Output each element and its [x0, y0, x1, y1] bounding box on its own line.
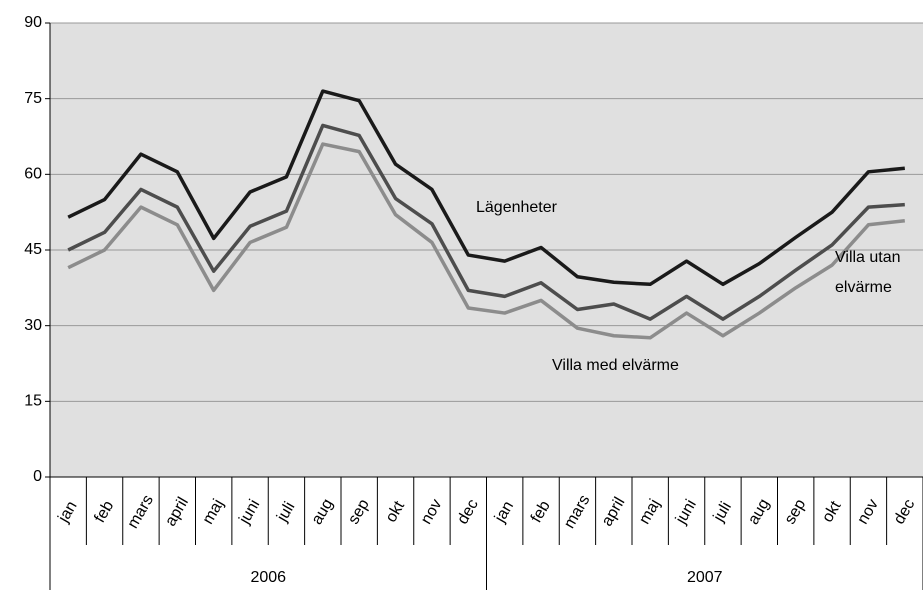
x-tick-label: aug — [309, 496, 337, 528]
x-tick-label: dec — [454, 496, 482, 527]
x-tick-label: april — [162, 495, 192, 530]
x-tick-label: jan — [55, 498, 81, 526]
series-line — [67, 89, 905, 287]
x-tick-label: nov — [854, 496, 882, 527]
y-tick-label: 15 — [24, 393, 42, 410]
y-tick-label: 45 — [24, 241, 42, 258]
x-tick-label: okt — [819, 498, 845, 525]
x-tick-label: april — [599, 495, 629, 530]
y-tick-label: 0 — [33, 468, 42, 485]
x-tick-label: juni — [236, 497, 264, 528]
x-tick-label: maj — [636, 496, 664, 527]
series-annotation: Villa med elvärme — [552, 357, 679, 374]
year-label: 2006 — [250, 569, 286, 586]
year-label: 2007 — [687, 569, 723, 586]
x-tick-label: nov — [418, 496, 446, 527]
lines — [67, 89, 906, 340]
x-tick-label: feb — [528, 498, 554, 526]
x-tick-label: mars — [561, 492, 594, 531]
x-tick-label: sep — [345, 496, 373, 527]
x-tick-label: juni — [672, 497, 700, 528]
x-tick-label: aug — [745, 496, 773, 528]
x-tick-label: maj — [200, 496, 228, 527]
x-tick-label: mars — [124, 492, 157, 531]
y-tick-label: 30 — [24, 317, 42, 334]
y-tick-label: 90 — [24, 14, 42, 31]
x-tick-label: juli — [710, 499, 735, 525]
x-tick-label: sep — [782, 496, 810, 527]
series-annotation: Lägenheter — [476, 199, 558, 216]
y-tick-label: 60 — [24, 166, 42, 183]
x-tick-label: dec — [891, 496, 919, 527]
series-line — [67, 142, 906, 340]
x-tick-label: jan — [491, 498, 517, 526]
x-tick-label: feb — [91, 498, 117, 526]
series-annotation: Villa utan elvärme — [835, 249, 901, 296]
series-line — [67, 123, 905, 321]
x-tick-label: juli — [273, 499, 298, 525]
x-tick-label: okt — [383, 498, 409, 525]
y-tick-label: 75 — [24, 90, 42, 107]
